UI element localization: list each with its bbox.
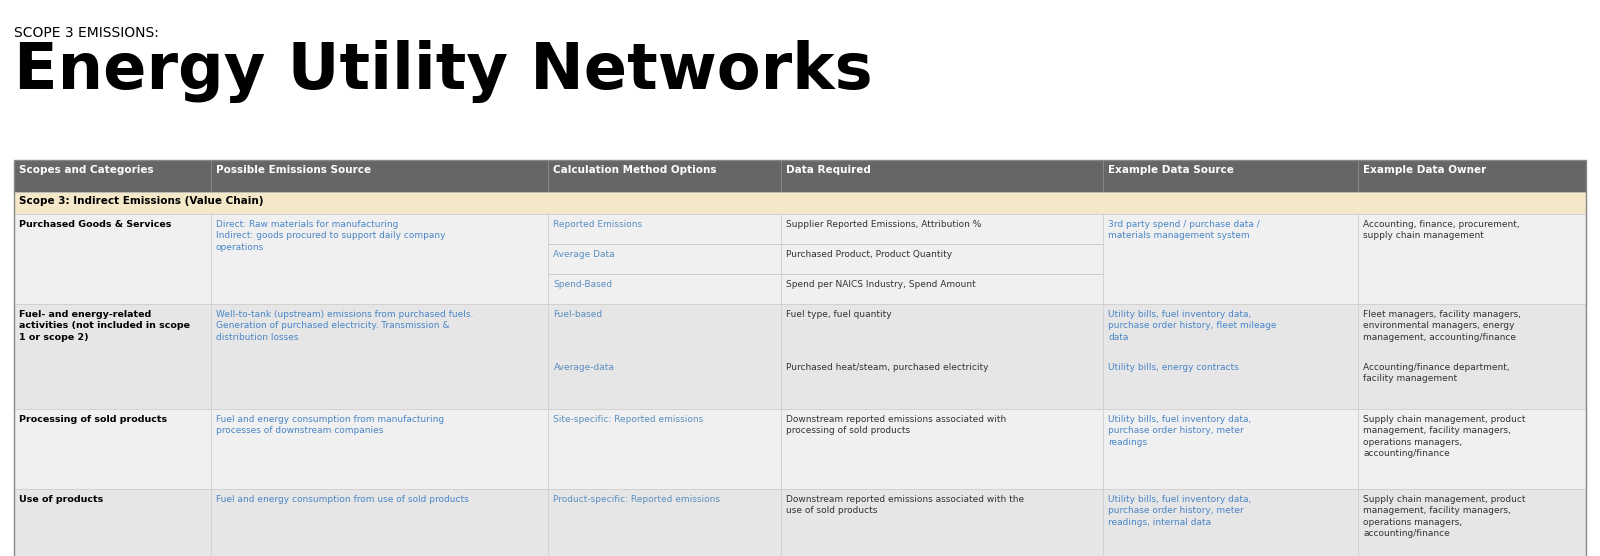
Text: Purchased heat/steam, purchased electricity: Purchased heat/steam, purchased electric…: [786, 363, 989, 371]
Text: Example Data Source: Example Data Source: [1109, 165, 1234, 175]
Bar: [211, 160, 549, 192]
Text: Calculation Method Options: Calculation Method Options: [554, 165, 717, 175]
Bar: [781, 489, 1104, 556]
Text: Supply chain management, product
management, facility managers,
operations manag: Supply chain management, product managem…: [1363, 415, 1525, 458]
Text: Fleet managers, facility managers,
environmental managers, energy
management, ac: Fleet managers, facility managers, envir…: [1363, 310, 1522, 342]
Bar: [1104, 304, 1358, 409]
Bar: [14, 489, 211, 556]
Text: Example Data Owner: Example Data Owner: [1363, 165, 1486, 175]
Bar: [14, 160, 211, 192]
Bar: [211, 214, 549, 304]
Bar: [211, 409, 549, 489]
Bar: [781, 160, 1104, 192]
Text: Utility bills, fuel inventory data,
purchase order history, fleet mileage
data: Utility bills, fuel inventory data, purc…: [1109, 310, 1277, 342]
Text: Product-specific: Reported emissions: Product-specific: Reported emissions: [554, 495, 720, 504]
Bar: [549, 214, 781, 304]
Text: Scope 3: Indirect Emissions (Value Chain): Scope 3: Indirect Emissions (Value Chain…: [19, 196, 264, 206]
Bar: [1358, 409, 1586, 489]
Bar: [549, 409, 781, 489]
Text: Fuel and energy consumption from manufacturing
processes of downstream companies: Fuel and energy consumption from manufac…: [216, 415, 443, 435]
Bar: [14, 304, 211, 409]
Text: Well-to-tank (upstream) emissions from purchased fuels.
Generation of purchased : Well-to-tank (upstream) emissions from p…: [216, 310, 474, 342]
Bar: [549, 304, 781, 409]
Text: Possible Emissions Source: Possible Emissions Source: [216, 165, 371, 175]
Text: Accounting, finance, procurement,
supply chain management: Accounting, finance, procurement, supply…: [1363, 220, 1520, 240]
Bar: [14, 160, 1586, 556]
Bar: [1358, 304, 1586, 409]
Bar: [1104, 160, 1358, 192]
Bar: [14, 409, 211, 489]
Bar: [1358, 214, 1586, 304]
Text: Utility bills, fuel inventory data,
purchase order history, meter
readings: Utility bills, fuel inventory data, purc…: [1109, 415, 1251, 447]
Bar: [781, 304, 1104, 409]
Bar: [1104, 409, 1358, 489]
Text: Spend per NAICS Industry, Spend Amount: Spend per NAICS Industry, Spend Amount: [786, 280, 976, 289]
Text: Site-specific: Reported emissions: Site-specific: Reported emissions: [554, 415, 704, 424]
Text: Supplier Reported Emissions, Attribution %: Supplier Reported Emissions, Attribution…: [786, 220, 981, 229]
Text: SCOPE 3 EMISSIONS:: SCOPE 3 EMISSIONS:: [14, 26, 158, 40]
Text: Processing of sold products: Processing of sold products: [19, 415, 166, 424]
Text: Fuel-based: Fuel-based: [554, 310, 603, 319]
Text: Fuel and energy consumption from use of sold products: Fuel and energy consumption from use of …: [216, 495, 469, 504]
Bar: [1104, 214, 1358, 304]
Text: Downstream reported emissions associated with
processing of sold products: Downstream reported emissions associated…: [786, 415, 1006, 435]
Bar: [1358, 489, 1586, 556]
Text: Purchased Product, Product Quantity: Purchased Product, Product Quantity: [786, 250, 952, 259]
Text: Scopes and Categories: Scopes and Categories: [19, 165, 154, 175]
Text: Direct: Raw materials for manufacturing
Indirect: goods procured to support dail: Direct: Raw materials for manufacturing …: [216, 220, 445, 252]
Text: Use of products: Use of products: [19, 495, 104, 504]
Text: Average-data: Average-data: [554, 363, 614, 371]
Bar: [781, 409, 1104, 489]
Text: Data Required: Data Required: [786, 165, 870, 175]
Text: Energy Utility Networks: Energy Utility Networks: [14, 40, 872, 103]
Text: 3rd party spend / purchase data /
materials management system: 3rd party spend / purchase data / materi…: [1109, 220, 1261, 240]
Text: Fuel- and energy-related
activities (not included in scope
1 or scope 2): Fuel- and energy-related activities (not…: [19, 310, 190, 342]
Text: Downstream reported emissions associated with the
use of sold products: Downstream reported emissions associated…: [786, 495, 1024, 515]
Text: Utility bills, energy contracts: Utility bills, energy contracts: [1109, 363, 1238, 371]
Text: Fuel type, fuel quantity: Fuel type, fuel quantity: [786, 310, 891, 319]
Text: Spend-Based: Spend-Based: [554, 280, 613, 289]
Bar: [211, 489, 549, 556]
Bar: [211, 304, 549, 409]
Text: Purchased Goods & Services: Purchased Goods & Services: [19, 220, 171, 229]
Bar: [1104, 489, 1358, 556]
Bar: [781, 214, 1104, 304]
Text: Accounting/finance department,
facility management: Accounting/finance department, facility …: [1363, 363, 1510, 383]
Text: Utility bills, fuel inventory data,
purchase order history, meter
readings, inte: Utility bills, fuel inventory data, purc…: [1109, 495, 1251, 527]
Bar: [14, 192, 1586, 214]
Text: Reported Emissions: Reported Emissions: [554, 220, 643, 229]
Text: Average Data: Average Data: [554, 250, 614, 259]
Text: Supply chain management, product
management, facility managers,
operations manag: Supply chain management, product managem…: [1363, 495, 1525, 538]
Bar: [1358, 160, 1586, 192]
Bar: [549, 489, 781, 556]
Bar: [549, 160, 781, 192]
Bar: [14, 214, 211, 304]
